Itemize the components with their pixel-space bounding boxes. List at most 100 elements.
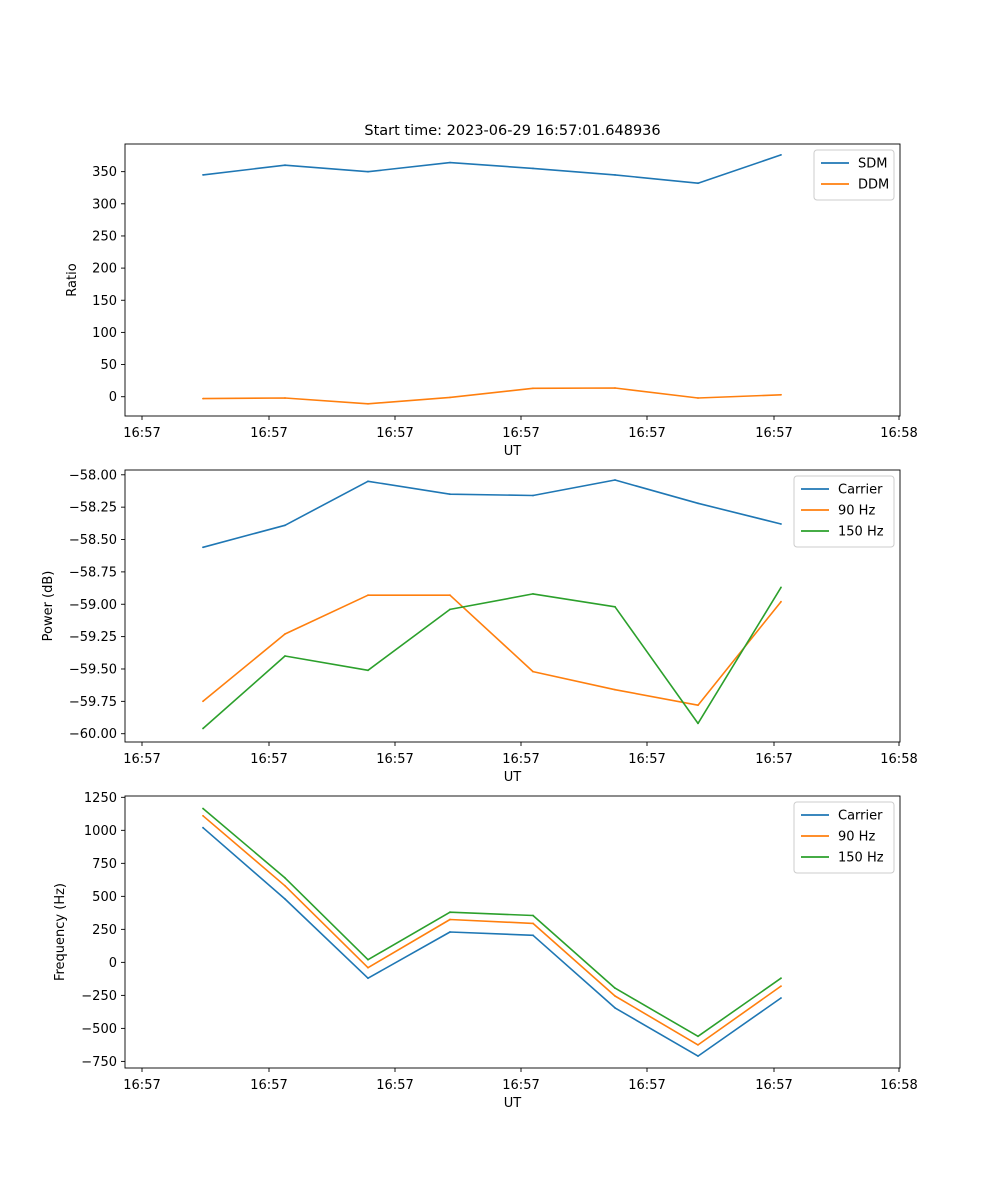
data-point xyxy=(202,700,204,703)
y-tick-label: −58.50 xyxy=(69,533,117,548)
data-point xyxy=(449,911,451,914)
x-tick-label: 16:57 xyxy=(250,426,287,441)
y-tick-label: 0 xyxy=(109,956,117,971)
data-point xyxy=(532,387,534,390)
data-point xyxy=(614,995,616,997)
y-tick-label: 0 xyxy=(109,390,117,405)
x-tick-label: 16:57 xyxy=(250,1078,287,1093)
y-tick-label: −59.75 xyxy=(69,695,117,710)
y-tick-label: 100 xyxy=(92,326,117,341)
data-point xyxy=(697,397,699,399)
data-point xyxy=(202,807,204,810)
data-point xyxy=(202,397,204,400)
legend-box xyxy=(793,801,895,874)
data-point xyxy=(780,600,782,603)
subplot-3: 16:57 16:57 16:57 16:57 16:57 16:57 16:58 −750 −… xyxy=(53,791,918,1111)
y-axis-label: Ratio xyxy=(65,263,80,296)
x-tick-label: 16:57 xyxy=(376,1078,413,1093)
x-tick-label: 16:57 xyxy=(755,426,792,441)
legend: SDM DDM xyxy=(813,149,895,201)
x-tick-label: 16:57 xyxy=(502,1078,539,1093)
x-tick-label: 16:57 xyxy=(502,426,539,441)
x-tick-label: 16:57 xyxy=(250,752,287,767)
series-line-ddm xyxy=(202,387,782,405)
data-point xyxy=(367,402,369,405)
data-point xyxy=(614,174,616,176)
y-tick-label: 750 xyxy=(92,857,117,872)
data-point xyxy=(614,605,616,608)
data-point xyxy=(780,154,782,156)
y-tick-label: −58.25 xyxy=(69,501,117,516)
data-point xyxy=(202,546,204,549)
data-point xyxy=(532,593,534,595)
data-point xyxy=(202,826,204,829)
data-point xyxy=(697,1044,699,1046)
data-point xyxy=(697,1055,699,1057)
x-axis-label: UT xyxy=(504,770,522,785)
data-point xyxy=(697,182,699,185)
data-point xyxy=(449,493,451,496)
x-tick-label: 16:57 xyxy=(123,1078,160,1093)
x-tick-label: 16:58 xyxy=(880,426,917,441)
data-point xyxy=(284,633,286,635)
x-tick-label: 16:57 xyxy=(376,426,413,441)
legend-label: 150 Hz xyxy=(838,525,884,540)
x-tick-label: 16:57 xyxy=(502,752,539,767)
data-point xyxy=(614,987,616,989)
data-point xyxy=(780,393,782,396)
y-tick-label: −500 xyxy=(81,1022,117,1037)
data-point xyxy=(367,669,369,672)
data-point xyxy=(284,164,286,167)
y-tick-label: 350 xyxy=(92,165,117,180)
x-tick-label: 16:57 xyxy=(755,752,792,767)
legend-label: 90 Hz xyxy=(838,830,875,845)
data-point xyxy=(449,608,451,611)
data-point xyxy=(532,922,534,925)
data-point xyxy=(614,1007,616,1009)
data-point xyxy=(284,877,286,879)
data-point xyxy=(367,594,369,597)
y-tick-label: 50 xyxy=(100,358,117,373)
data-point xyxy=(284,655,286,657)
y-tick-label: −60.00 xyxy=(69,727,117,742)
x-tick-label: 16:58 xyxy=(880,752,917,767)
figure-title: Start time: 2023-06-29 16:57:01.648936 xyxy=(364,123,660,139)
legend-label: Carrier xyxy=(838,483,883,498)
data-point xyxy=(449,396,451,399)
data-point xyxy=(532,494,534,497)
series-line-150-hz xyxy=(202,807,782,1038)
y-tick-label: −750 xyxy=(81,1055,117,1070)
data-point xyxy=(532,934,534,937)
y-tick-label: 1000 xyxy=(84,824,117,839)
legend-label: 90 Hz xyxy=(838,504,875,519)
data-point xyxy=(780,985,782,987)
legend: Carrier 90 Hz 150 Hz xyxy=(793,801,895,874)
data-point xyxy=(367,977,369,980)
data-point xyxy=(697,722,699,725)
data-point xyxy=(697,704,699,707)
x-tick-label: 16:57 xyxy=(123,752,160,767)
y-tick-label: 300 xyxy=(92,197,117,212)
axes-frame xyxy=(124,143,901,417)
y-tick-label: 150 xyxy=(92,294,117,309)
x-axis-label: UT xyxy=(504,1096,522,1111)
data-point xyxy=(532,167,534,170)
x-tick-label: 16:57 xyxy=(123,426,160,441)
data-point xyxy=(449,918,451,921)
data-point xyxy=(284,898,286,900)
data-point xyxy=(780,997,782,999)
subplot-2: 16:57 16:57 16:57 16:57 16:57 16:57 16:58 −60.0… xyxy=(41,468,918,785)
data-point xyxy=(614,688,616,691)
y-axis-label: Power (dB) xyxy=(41,571,56,642)
data-point xyxy=(614,479,616,481)
x-tick-label: 16:57 xyxy=(628,752,665,767)
x-tick-label: 16:58 xyxy=(880,1078,917,1093)
data-point xyxy=(367,958,369,961)
y-tick-label: 1250 xyxy=(84,791,117,806)
y-tick-label: −250 xyxy=(81,989,117,1004)
y-tick-label: 250 xyxy=(92,229,117,244)
data-point xyxy=(367,966,369,969)
legend-box xyxy=(793,475,895,548)
data-point xyxy=(532,914,534,917)
